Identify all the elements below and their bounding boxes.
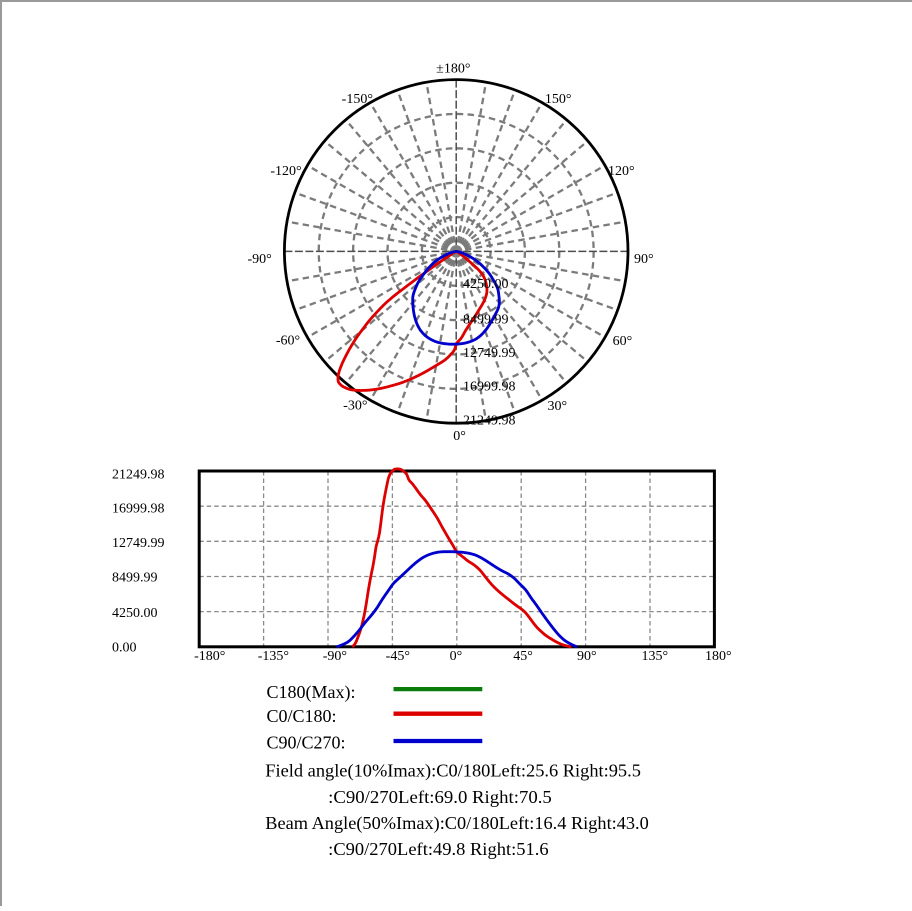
svg-text:8499.99: 8499.99 <box>112 570 158 585</box>
svg-text:30°: 30° <box>547 399 567 414</box>
svg-text:C0/C180:: C0/C180: <box>267 706 337 726</box>
svg-text:Field angle(10%Imax):C0/180Lef: Field angle(10%Imax):C0/180Left:25.6 Rig… <box>265 761 641 782</box>
svg-text:C180(Max):: C180(Max): <box>267 682 356 703</box>
svg-text:16999.98: 16999.98 <box>112 502 165 517</box>
svg-text:-90°: -90° <box>323 649 347 664</box>
svg-text:4250.00: 4250.00 <box>463 277 509 292</box>
svg-text:Beam Angle(50%Imax):C0/180Left: Beam Angle(50%Imax):C0/180Left:16.4 Righ… <box>265 813 649 834</box>
svg-text:8499.99: 8499.99 <box>463 313 509 328</box>
svg-text::C90/270Left:49.8 Right:51.6: :C90/270Left:49.8 Right:51.6 <box>328 839 548 859</box>
svg-text:90°: 90° <box>577 649 597 664</box>
svg-text:-150°: -150° <box>342 92 373 107</box>
svg-text:135°: 135° <box>641 649 668 664</box>
svg-text:-180°: -180° <box>194 649 225 664</box>
svg-text:-45°: -45° <box>386 649 410 664</box>
svg-text:-120°: -120° <box>270 164 301 179</box>
svg-text:60°: 60° <box>613 334 633 349</box>
svg-text:90°: 90° <box>634 252 654 267</box>
svg-text:150°: 150° <box>545 92 572 107</box>
svg-text:-60°: -60° <box>276 334 300 349</box>
svg-text:12749.99: 12749.99 <box>463 346 516 361</box>
svg-text:21249.98: 21249.98 <box>463 413 516 428</box>
svg-text:12749.99: 12749.99 <box>112 536 165 551</box>
svg-text:0°: 0° <box>450 649 463 664</box>
svg-text:-30°: -30° <box>343 399 367 414</box>
svg-text:180°: 180° <box>705 649 732 664</box>
svg-text:C90/C270:: C90/C270: <box>267 733 346 753</box>
svg-text:120°: 120° <box>608 164 635 179</box>
svg-text:21249.98: 21249.98 <box>112 468 165 483</box>
svg-text:4250.00: 4250.00 <box>112 606 158 621</box>
svg-text:0°: 0° <box>453 429 466 444</box>
svg-text:45°: 45° <box>513 649 533 664</box>
svg-text:-135°: -135° <box>258 649 289 664</box>
svg-text:0.00: 0.00 <box>112 640 137 655</box>
svg-text::C90/270Left:69.0 Right:70.5: :C90/270Left:69.0 Right:70.5 <box>328 787 552 807</box>
svg-text:±180°: ±180° <box>436 61 470 76</box>
svg-text:16999.98: 16999.98 <box>463 380 516 395</box>
svg-text:-90°: -90° <box>247 252 271 267</box>
